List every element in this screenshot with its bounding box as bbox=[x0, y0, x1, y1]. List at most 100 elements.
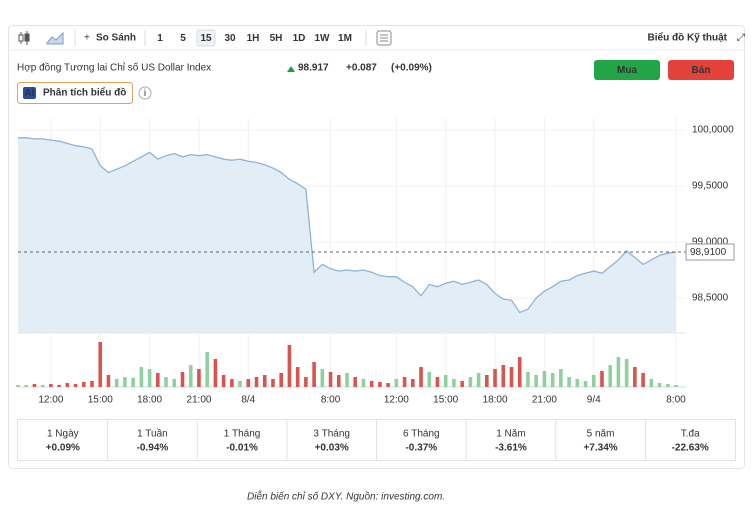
volume-bar bbox=[493, 369, 497, 387]
volume-bar bbox=[345, 373, 349, 387]
x-tick-label: 12:00 bbox=[384, 395, 409, 406]
x-tick-label: 8:00 bbox=[321, 395, 341, 406]
volume-bar bbox=[123, 377, 127, 387]
sell-label[interactable]: Bán bbox=[692, 65, 711, 76]
x-tick-label: 21:00 bbox=[532, 395, 557, 406]
buy-button[interactable] bbox=[594, 60, 660, 80]
volume-bar bbox=[221, 375, 226, 387]
info-icon[interactable] bbox=[138, 86, 152, 100]
interval-button[interactable]: 5H bbox=[270, 33, 283, 44]
x-tick-label: 15:00 bbox=[88, 395, 113, 406]
volume-bar bbox=[197, 369, 201, 387]
period-label[interactable]: 3 Tháng bbox=[313, 429, 350, 440]
volume-bar bbox=[188, 365, 193, 387]
volume-bar bbox=[419, 367, 423, 387]
volume-bar bbox=[147, 369, 152, 387]
volume-bar bbox=[452, 379, 456, 387]
change: +0.087 bbox=[346, 63, 377, 74]
volume-bar bbox=[517, 357, 522, 387]
last-price-box bbox=[685, 243, 735, 261]
technical-link[interactable]: Biểu đồ Kỹ thuật bbox=[648, 32, 728, 44]
volume-bar bbox=[328, 372, 333, 387]
volume-bar bbox=[98, 342, 103, 387]
volume-bar bbox=[114, 379, 119, 387]
period-change: -0.94% bbox=[137, 443, 169, 454]
change-pct: (+0.09%) bbox=[391, 63, 432, 74]
interval-button[interactable]: 5 bbox=[180, 33, 186, 44]
volume-bar bbox=[501, 365, 506, 387]
ai-label[interactable]: Phân tích biểu đồ bbox=[43, 87, 126, 99]
volume-bar bbox=[57, 385, 61, 387]
volume-bar bbox=[172, 379, 177, 387]
x-tick-label: 12:00 bbox=[38, 395, 63, 406]
interval-button[interactable]: 1M bbox=[338, 33, 352, 44]
buy-label[interactable]: Mua bbox=[617, 65, 637, 76]
volume-bar bbox=[600, 371, 604, 387]
area-icon[interactable] bbox=[46, 31, 64, 45]
volume-bar bbox=[262, 375, 267, 387]
y-tick-label: 99,5000 bbox=[692, 181, 729, 192]
volume-bar bbox=[559, 369, 563, 387]
volume-bar bbox=[73, 384, 78, 387]
volume-bar bbox=[583, 381, 588, 387]
period-label[interactable]: 1 Năm bbox=[496, 429, 525, 440]
period-label[interactable]: 1 Tuần bbox=[137, 428, 168, 440]
volume-bar bbox=[665, 384, 670, 387]
sell-button[interactable] bbox=[668, 60, 734, 80]
volume-bar bbox=[156, 373, 160, 387]
period-label[interactable]: 6 Tháng bbox=[403, 429, 440, 440]
volume-bar bbox=[49, 384, 53, 387]
volume-bar bbox=[361, 379, 366, 387]
ai-badge-bg bbox=[23, 87, 36, 99]
period-change: -22.63% bbox=[672, 443, 709, 454]
volume-bar bbox=[353, 377, 358, 387]
volume-bar bbox=[205, 352, 209, 387]
volume-bar bbox=[550, 373, 555, 387]
period-label[interactable]: 1 Tháng bbox=[224, 429, 261, 440]
period-label[interactable]: T.đa bbox=[681, 429, 700, 440]
volume-bar bbox=[402, 377, 407, 387]
interval-button[interactable]: 1D bbox=[293, 33, 306, 44]
volume-bar bbox=[427, 372, 432, 387]
interval-button[interactable]: 1 bbox=[157, 33, 163, 44]
price-area bbox=[18, 137, 676, 333]
volume-bar bbox=[443, 375, 448, 387]
volume-bar bbox=[608, 365, 612, 387]
y-tick-label: 100,0000 bbox=[692, 125, 734, 136]
x-tick-label: 18:00 bbox=[483, 395, 508, 406]
volume-bar bbox=[139, 367, 144, 387]
interval-button[interactable]: 30 bbox=[224, 33, 236, 44]
volume-bar bbox=[674, 385, 678, 387]
volume-bar bbox=[312, 362, 316, 387]
volume-bar bbox=[287, 345, 292, 387]
interval-button[interactable]: 1W bbox=[315, 33, 331, 44]
volume-bar bbox=[386, 383, 390, 387]
settings-icon[interactable] bbox=[376, 30, 392, 46]
volume-bar bbox=[65, 383, 70, 387]
volume-bar bbox=[378, 382, 382, 387]
volume-bar bbox=[485, 375, 489, 387]
interval-button[interactable]: 1H bbox=[247, 33, 260, 44]
instrument-title: Hợp đồng Tương lai Chỉ số US Dollar Inde… bbox=[17, 62, 211, 74]
candle-icon[interactable] bbox=[18, 31, 30, 45]
volume-bar bbox=[616, 357, 621, 387]
x-tick-label: 9/4 bbox=[587, 395, 601, 406]
volume-bar bbox=[32, 384, 37, 387]
volume-bar bbox=[238, 381, 242, 387]
period-label[interactable]: 5 năm bbox=[587, 429, 615, 440]
expand-icon[interactable]: ⤢ bbox=[737, 33, 745, 44]
volume-bar bbox=[542, 371, 547, 387]
compare-button[interactable]: So Sánh bbox=[96, 33, 136, 44]
volume-bar bbox=[633, 367, 637, 387]
caption: Diễn biến chỉ số DXY. Nguồn: investing.c… bbox=[247, 490, 445, 503]
volume-bar bbox=[271, 379, 275, 387]
period-change: -3.61% bbox=[495, 443, 527, 454]
volume-bar bbox=[254, 377, 259, 387]
period-label[interactable]: 1 Ngày bbox=[47, 429, 79, 440]
interval-button[interactable]: 15 bbox=[200, 33, 212, 44]
volume-bar bbox=[295, 367, 300, 387]
volume-bar bbox=[476, 373, 481, 387]
volume-bar bbox=[649, 379, 654, 387]
ai-button[interactable] bbox=[17, 82, 133, 104]
period-change: +0.03% bbox=[315, 443, 349, 454]
